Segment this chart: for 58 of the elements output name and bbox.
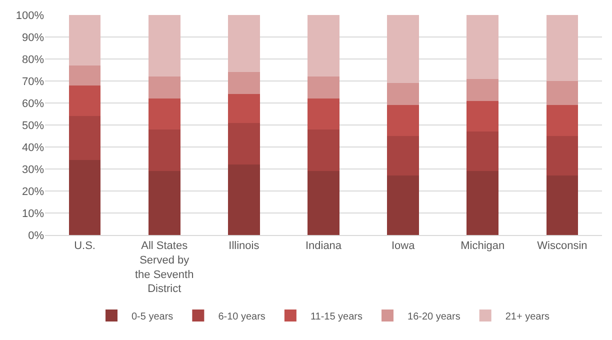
y-tick-label: 80% [22, 54, 44, 66]
bar [387, 83, 419, 106]
y-tick-label: 70% [22, 76, 44, 88]
bar [308, 171, 340, 235]
y-tick-label: 10% [22, 208, 44, 220]
legend-label: 16-20 years [408, 311, 460, 322]
x-tick-label: Michigan [460, 240, 505, 252]
y-tick-label: 40% [22, 142, 44, 154]
legend-label: 0-5 years [132, 311, 174, 322]
bar [148, 15, 180, 77]
bar [387, 15, 419, 84]
bar [148, 98, 180, 130]
x-tick-label: All States Served by the Seventh District [135, 240, 194, 296]
y-tick-label: 50% [22, 120, 44, 132]
legend-label: 11-15 years [310, 311, 363, 322]
bar [148, 76, 180, 99]
bar [148, 129, 180, 172]
x-tick-label: U.S. [74, 240, 96, 252]
bar [546, 15, 578, 81]
bar [228, 164, 260, 235]
y-tick-label: 100% [16, 10, 44, 22]
bar [387, 176, 419, 235]
bar [228, 122, 260, 165]
bar [387, 105, 419, 136]
bar [228, 72, 260, 94]
bar [466, 15, 499, 79]
bar [308, 129, 340, 172]
bar [387, 136, 419, 176]
bar [546, 176, 578, 235]
y-tick-label: 30% [22, 164, 44, 176]
bar [228, 94, 260, 123]
bar [68, 66, 101, 86]
bar [148, 171, 180, 235]
y-tick-label: 90% [22, 32, 44, 44]
bar [466, 100, 499, 132]
bar [68, 15, 101, 66]
bar [546, 81, 578, 106]
x-tick-label: Illinois [228, 240, 260, 252]
bar [546, 105, 578, 136]
bar [68, 116, 101, 160]
bar [308, 76, 340, 99]
x-tick-label: Indiana [305, 240, 342, 252]
legend-label: 21+ years [505, 311, 550, 322]
bar [68, 160, 101, 235]
bar [228, 15, 260, 72]
bar [68, 85, 101, 116]
bar [308, 15, 340, 77]
bar [466, 171, 499, 235]
x-tick-label: Wisconsin [537, 240, 588, 252]
bar [466, 78, 499, 101]
y-tick-label: 0% [28, 230, 44, 242]
legend-label: 6-10 years [218, 311, 266, 322]
bar [546, 136, 578, 176]
bar [466, 132, 499, 172]
bar [308, 98, 340, 130]
x-tick-label: Iowa [391, 240, 416, 252]
y-tick-label: 20% [22, 186, 44, 198]
y-tick-label: 60% [22, 98, 44, 110]
